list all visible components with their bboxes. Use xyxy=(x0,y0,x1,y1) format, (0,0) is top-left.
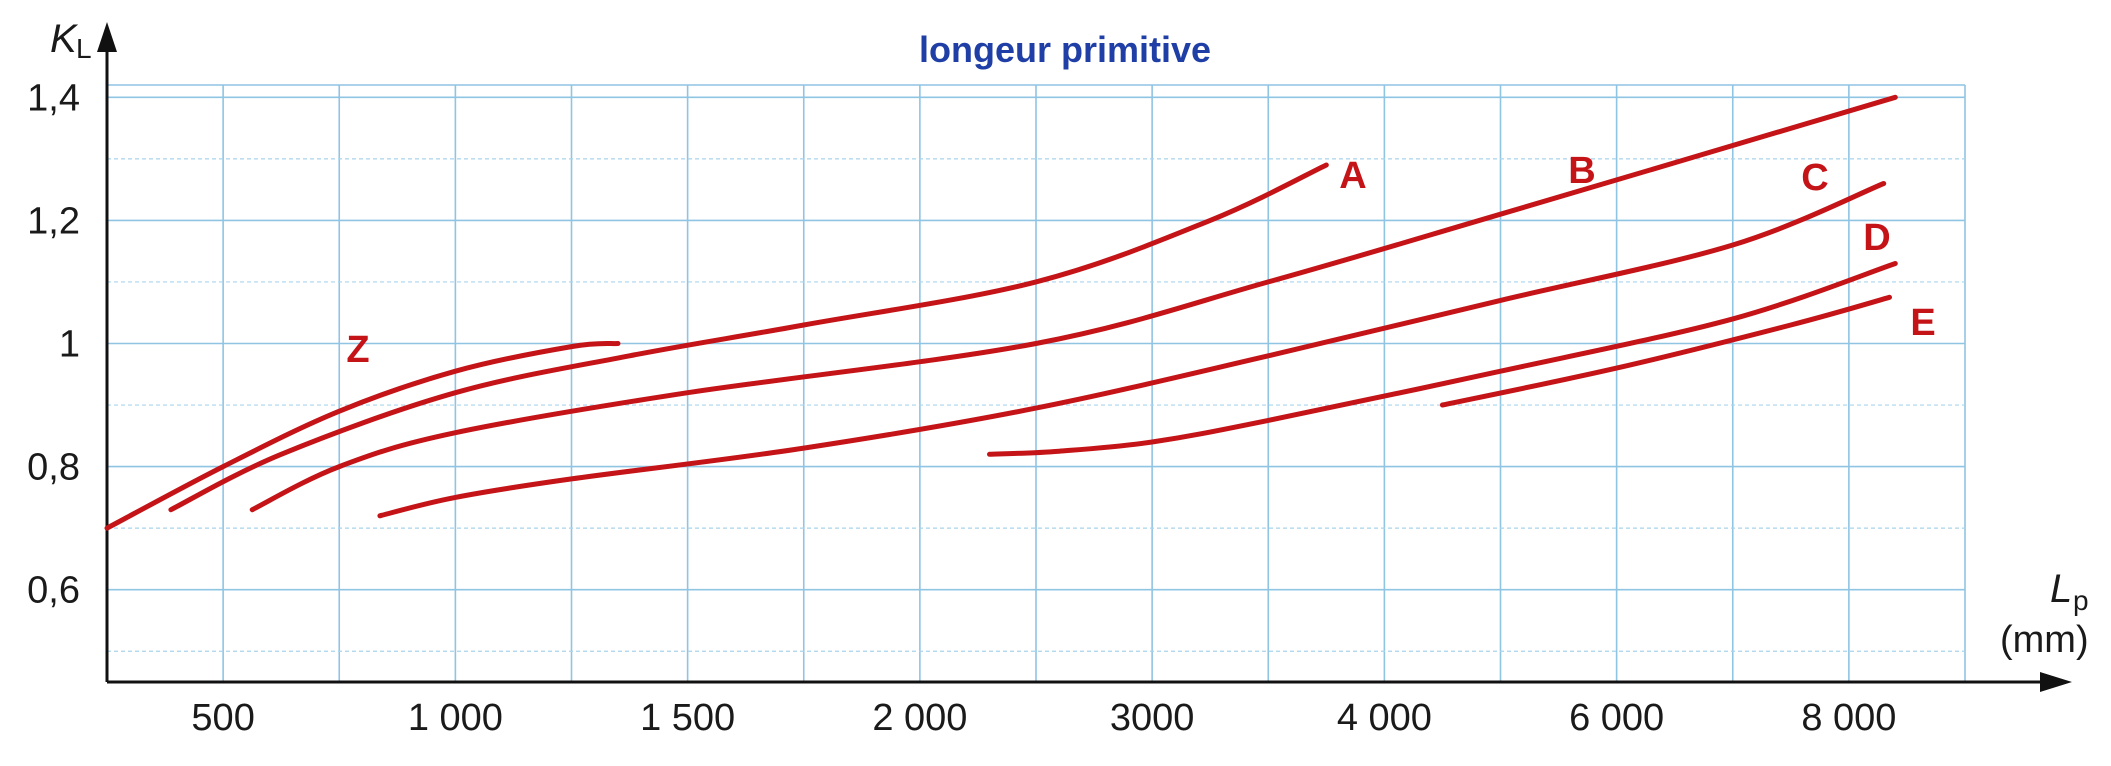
grid xyxy=(107,84,1966,682)
y-axis-arrow xyxy=(97,22,117,52)
y-axis-title: K L xyxy=(50,17,92,64)
series-line-z xyxy=(104,340,621,531)
x-axis-title-sub: p xyxy=(2073,585,2089,616)
series-label-b: B xyxy=(1568,150,1595,192)
series-label-a: A xyxy=(1339,155,1366,197)
x-tick-label: 4 000 xyxy=(1337,697,1432,739)
series-line-d xyxy=(987,261,1898,457)
x-tick-label: 8 000 xyxy=(1801,697,1896,739)
series-line-a xyxy=(168,162,1329,513)
y-tick-label: 1,4 xyxy=(27,77,80,119)
y-tick-label: 1,2 xyxy=(27,200,80,242)
x-tick-label: 2 000 xyxy=(872,697,967,739)
series-label-z: Z xyxy=(346,329,369,371)
x-axis-title-main: L xyxy=(2050,567,2072,611)
x-tick-label: 1 000 xyxy=(408,697,503,739)
series-label-c: C xyxy=(1801,157,1828,199)
series-label-d: D xyxy=(1863,217,1890,259)
y-tick-label: 0,6 xyxy=(27,570,80,612)
curves xyxy=(104,94,1898,531)
y-tick-label: 0,8 xyxy=(27,447,80,489)
series-labels: Z A B CD E xyxy=(346,150,1935,371)
x-tick-label: 500 xyxy=(191,697,254,739)
series-label-e: E xyxy=(1910,302,1935,344)
x-tick-label: 6 000 xyxy=(1569,697,1664,739)
y-axis-title-main: K xyxy=(50,17,79,61)
x-axis-title: L p (mm) xyxy=(2000,567,2089,661)
tick-labels: 1,4 1,2 1 0,8 0,6 500 1 000 1 500 2 000 3000 4 000… xyxy=(27,77,1896,739)
x-axis-arrow xyxy=(2040,672,2072,692)
series-line-c xyxy=(377,181,1887,519)
y-axis-title-sub: L xyxy=(76,33,92,64)
series-line-b xyxy=(249,94,1898,513)
chart-title: longeur primitive xyxy=(919,29,1211,70)
x-axis-unit: (mm) xyxy=(2000,619,2089,661)
axes xyxy=(97,22,2072,692)
x-tick-label: 3000 xyxy=(1110,697,1195,739)
x-tick-label: 1 500 xyxy=(640,697,735,739)
y-tick-label: 1 xyxy=(59,323,80,365)
series-line-e xyxy=(1439,294,1892,408)
